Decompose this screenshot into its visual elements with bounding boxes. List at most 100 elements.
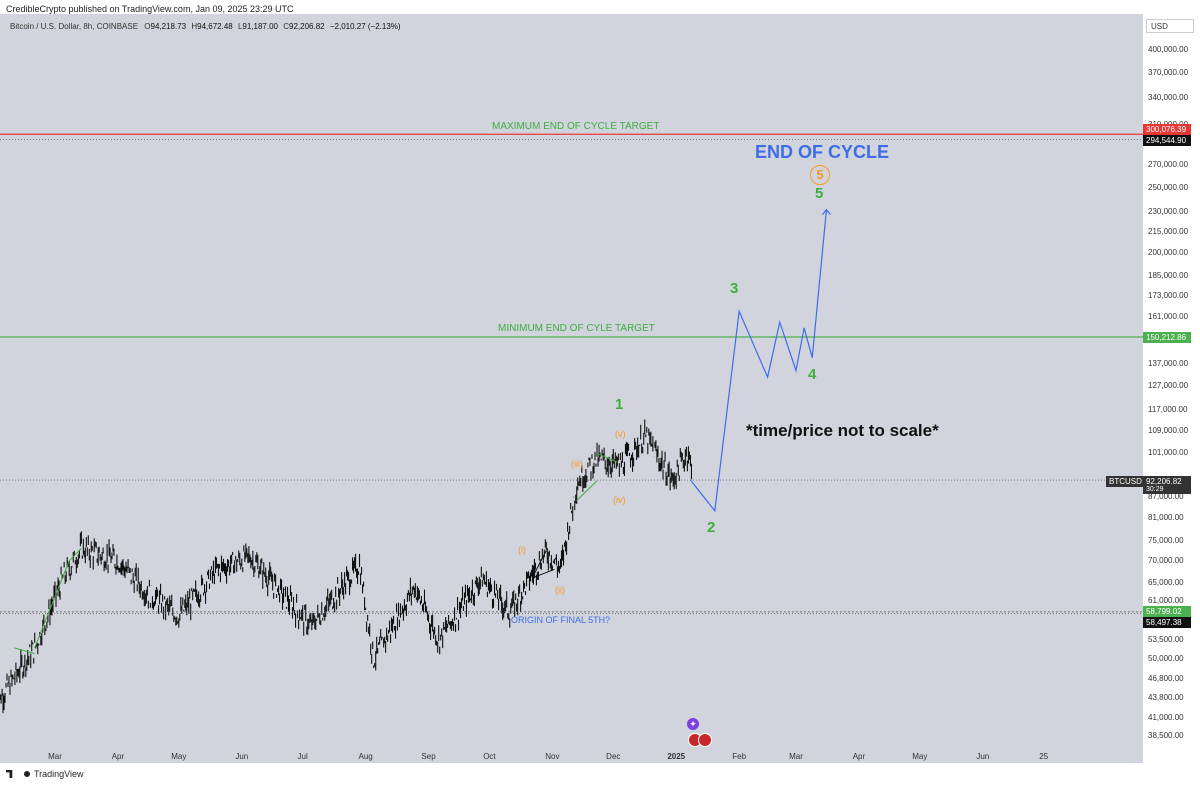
price-tick-18: 101,000.00 — [1148, 448, 1189, 458]
current-price-badge: 92,206.82 30:29 — [1143, 476, 1191, 494]
low-label: L — [237, 22, 243, 31]
min-target-badge: 150,212.86 — [1143, 332, 1191, 343]
trendline-early-base — [14, 647, 35, 655]
price-tick-14: 137,000.00 — [1148, 359, 1189, 368]
price-tick-1: 370,000.00 — [1148, 67, 1189, 77]
time-tick-6: Sep — [421, 752, 436, 761]
event-star-icon[interactable]: ✦ — [687, 718, 699, 730]
publish-info: CredibleCrypto published on TradingView.… — [6, 4, 294, 14]
symbol-description: Bitcoin / U.S. Dollar, 8h, COINBASE — [10, 22, 139, 31]
open-label: O — [144, 22, 151, 31]
subwave-iii-label: (iii) — [571, 459, 583, 469]
time-tick-7: Oct — [483, 752, 496, 761]
price-tick-20: 87,000.00 — [1148, 492, 1184, 502]
time-tick-15: Jun — [976, 752, 990, 761]
price-tick-16: 117,000.00 — [1148, 405, 1188, 415]
projection-path — [689, 208, 831, 513]
price-tick-15: 127,000.00 — [1148, 381, 1189, 391]
wave-3-label: 3 — [730, 280, 739, 297]
trendline-triangle-low — [576, 480, 598, 501]
price-tick-12: 161,000.00 — [1148, 311, 1189, 321]
tradingview-dot-icon — [24, 771, 30, 777]
subwave-i-label: (i) — [518, 545, 526, 555]
max-target-badge: 300,076.39 — [1143, 124, 1191, 135]
trendline-subwave-i — [531, 550, 547, 579]
subwave-v-label: (v) — [615, 429, 626, 439]
time-tick-13: Apr — [852, 752, 866, 761]
footer: TradingView — [6, 769, 84, 779]
subwave-ii-label: (ii) — [555, 585, 565, 595]
time-tick-11: Feb — [732, 752, 747, 761]
price-tick-29: 50,000.00 — [1148, 654, 1184, 664]
open-value: 94,218.73 — [150, 22, 187, 31]
time-tick-9: Dec — [606, 752, 621, 761]
not-to-scale-label: *time/price not to scale* — [746, 421, 939, 440]
tradingview-logo-icon — [6, 770, 13, 778]
projection-arrowhead — [821, 208, 831, 216]
wave-2-label: 2 — [707, 519, 716, 536]
price-tick-7: 230,000.00 — [1148, 207, 1189, 217]
wave-1-label: 1 — [615, 396, 624, 413]
price-tick-25: 61,000.00 — [1148, 596, 1184, 606]
wave-5-label: 5 — [815, 185, 824, 202]
max-target-badge-2: 294,544.90 — [1143, 135, 1191, 146]
trendline-early-rally — [34, 560, 70, 649]
time-tick-8: Nov — [545, 752, 560, 761]
price-tick-9: 200,000.00 — [1148, 248, 1189, 258]
low-value: 91,187.00 — [242, 22, 278, 31]
time-tick-3: Jun — [235, 752, 249, 761]
price-tick-2: 340,000.00 — [1148, 92, 1189, 102]
time-tick-14: May — [912, 752, 928, 761]
origin-badge: 58,799.02 — [1143, 606, 1191, 617]
chart-canvas[interactable] — [0, 14, 1143, 763]
price-tick-6: 250,000.00 — [1148, 182, 1189, 192]
price-tick-22: 75,000.00 — [1148, 535, 1184, 545]
price-tick-17: 109,000.00 — [1148, 426, 1189, 435]
wave-5-circled-text: 5 — [816, 167, 824, 182]
currency-selector[interactable]: USD — [1146, 19, 1194, 33]
price-tick-33: 38,500.00 — [1148, 731, 1184, 740]
trendline-early-peak — [68, 548, 82, 562]
time-tick-5: Aug — [358, 752, 373, 761]
price-tick-30: 46,800.00 — [1148, 673, 1184, 683]
wave-4-label: 4 — [808, 366, 817, 383]
current-price-value: 92,206.82 — [1146, 477, 1182, 486]
high-label: H — [191, 22, 198, 31]
price-tick-11: 173,000.00 — [1148, 290, 1189, 300]
time-tick-16: 25 — [1039, 752, 1049, 761]
wave-trendlines — [14, 452, 618, 655]
subwave-iv-label: (iv) — [613, 495, 626, 505]
trendline-subwave-ii — [531, 568, 555, 579]
price-tick-23: 70,000.00 — [1148, 555, 1184, 565]
symbol-badge: BTCUSD — [1106, 476, 1145, 487]
trendline-triangle-high — [596, 452, 618, 463]
close-value: 92,206.82 — [289, 22, 325, 31]
price-tick-32: 41,000.00 — [1148, 712, 1184, 722]
time-tick-2: May — [171, 752, 187, 761]
time-tick-12: Mar — [789, 752, 803, 761]
price-tick-0: 400,000.00 — [1148, 45, 1189, 54]
time-tick-1: Apr — [111, 752, 125, 761]
price-tick-10: 185,000.00 — [1148, 270, 1189, 280]
origin-badge-2: 58,497.38 — [1143, 617, 1191, 628]
price-tick-5: 270,000.00 — [1148, 160, 1189, 170]
current-price-timer: 30:29 — [1146, 486, 1164, 493]
end-of-cycle-label: END OF CYCLE — [755, 142, 890, 162]
change-value: −2,010.27 (−2.13%) — [329, 22, 401, 31]
price-tick-8: 215,000.00 — [1148, 226, 1189, 236]
economic-event-flag-icon-2[interactable] — [698, 733, 712, 747]
min-target-label: MINIMUM END OF CYLE TARGET — [498, 323, 655, 334]
high-value: 94,672.48 — [197, 22, 233, 31]
price-tick-31: 43,800.00 — [1148, 693, 1184, 703]
origin-label: ORIGIN OF FINAL 5TH? — [511, 615, 611, 625]
time-tick-4: Jul — [297, 752, 308, 761]
close-label: C — [283, 22, 290, 31]
price-candles — [0, 419, 692, 714]
time-tick-0: Mar — [48, 752, 62, 761]
price-tick-24: 65,000.00 — [1148, 577, 1184, 587]
price-chart-svg — [0, 133, 1143, 714]
time-tick-10: 2025 — [667, 752, 686, 761]
projection-line — [689, 209, 828, 513]
max-target-label: MAXIMUM END OF CYCLE TARGET — [492, 121, 660, 132]
wave-5-circled-label: 5 — [810, 165, 830, 185]
